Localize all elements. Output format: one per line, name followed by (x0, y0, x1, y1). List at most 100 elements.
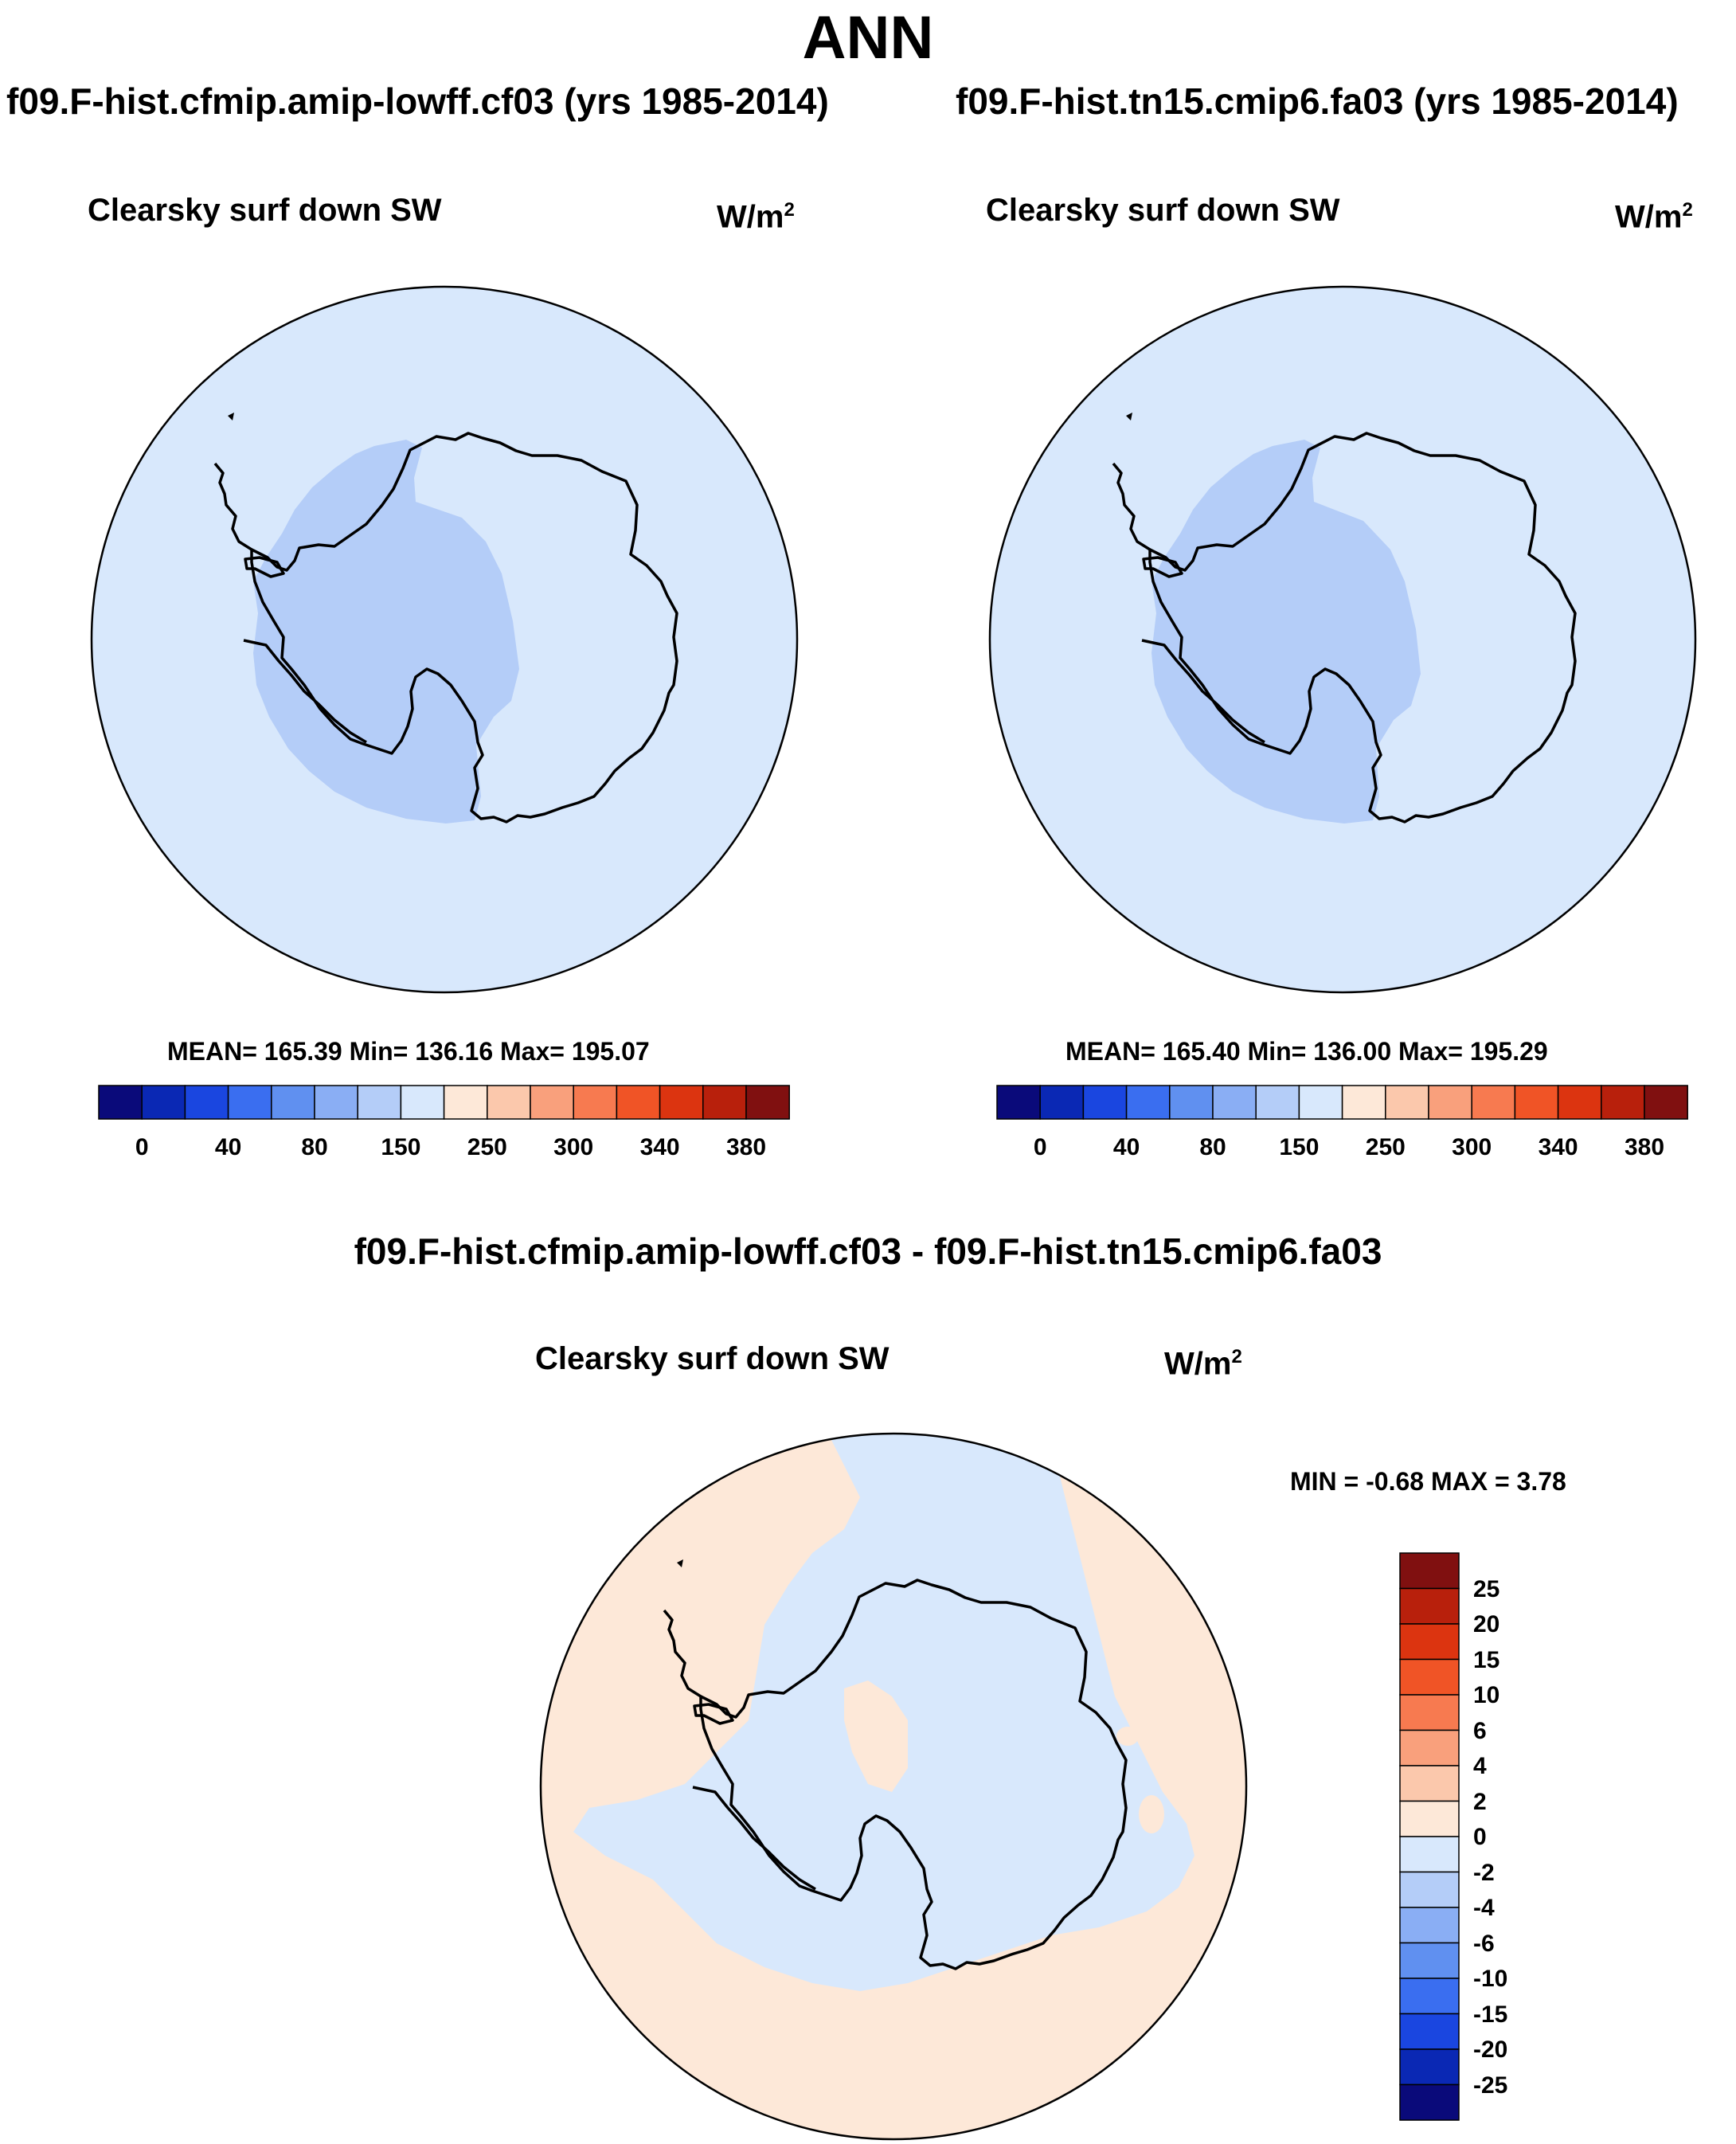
colorbar-box (1169, 1085, 1214, 1120)
colorbar-box (1399, 1800, 1460, 1837)
colorbar-tick-label: 380 (1624, 1134, 1665, 1160)
colorbar-box (745, 1085, 790, 1120)
colorbar-tick-label: 40 (1112, 1134, 1140, 1160)
colorbar-box (1399, 1729, 1460, 1766)
colorbar-tick-label: 2 (1473, 1788, 1487, 1815)
colorbar-box (1399, 1694, 1460, 1731)
colorbar-box (1399, 1978, 1460, 2015)
colorbar-tick-label: 340 (639, 1134, 680, 1160)
colorbar-box (573, 1085, 618, 1120)
colorbar-tick-label: -15 (1473, 2001, 1508, 2028)
colorbar-box (271, 1085, 315, 1120)
colorbar-box (1399, 1623, 1460, 1661)
colorbar-box (1399, 2083, 1460, 2121)
colorbar-box (1399, 1658, 1460, 1696)
colorbar-box (1255, 1085, 1300, 1120)
colorbar-box (314, 1085, 358, 1120)
stats-left: MEAN= 165.39 Min= 136.16 Max= 195.07 (167, 1037, 650, 1066)
colorbar-tick-label: 0 (1033, 1134, 1047, 1160)
colorbar-box (1428, 1085, 1472, 1120)
colorbar-tick-label: 0 (135, 1134, 149, 1160)
colorbar-box (1399, 1907, 1460, 1944)
colorbar-box (659, 1085, 704, 1120)
diff-positive-patch (1139, 1795, 1164, 1833)
colorbar-box (227, 1085, 272, 1120)
colorbar-tick-label: 300 (1452, 1134, 1492, 1160)
colorbar-box (1399, 1836, 1460, 1873)
map-border-right (988, 285, 1697, 994)
colorbar-tick-label: 10 (1473, 1682, 1500, 1708)
colorbar-box (702, 1085, 747, 1120)
diff-positive-patch (844, 1680, 908, 1792)
map-border-diff (539, 1432, 1248, 2141)
colorbar-box (1399, 2013, 1460, 2050)
colorbar-tick-label: 80 (1199, 1134, 1226, 1160)
colorbar-tick-label: 25 (1473, 1575, 1500, 1602)
colorbar-box (996, 1085, 1041, 1120)
colorbar-tick-label: 40 (214, 1134, 242, 1160)
colorbar-box (1385, 1085, 1429, 1120)
island-diff (677, 1559, 683, 1567)
colorbar-tick-label: 340 (1538, 1134, 1578, 1160)
colorbar-left (98, 1085, 790, 1120)
colorbar-box (1298, 1085, 1343, 1120)
colorbar-box (1399, 1871, 1460, 1908)
colorbar-box (141, 1085, 186, 1120)
colorbar-tick-label: 380 (725, 1134, 767, 1160)
colorbar-box (1601, 1085, 1645, 1120)
colorbar-box (1399, 1587, 1460, 1625)
colorbar-box (1212, 1085, 1257, 1120)
units-left: W/m2 (717, 199, 795, 235)
colorbar-box (1082, 1085, 1128, 1120)
colorbar-box (1125, 1085, 1171, 1120)
colorbar-box (400, 1085, 445, 1120)
colorbar-box (357, 1085, 402, 1120)
colorbar-box (1471, 1085, 1516, 1120)
colorbar-box (1399, 2048, 1460, 2086)
low-flux-region-right (1151, 440, 1421, 824)
low-flux-region-left (253, 440, 519, 824)
case-title-right: f09.F-hist.tn15.cmip6.fa03 (yrs 1985-201… (956, 80, 1679, 122)
colorbar-tick-label: 6 (1473, 1717, 1487, 1744)
colorbar-box (1514, 1085, 1559, 1120)
colorbar-tick-label: 20 (1473, 1611, 1500, 1637)
colorbar-tick-label: 150 (381, 1134, 421, 1160)
case-title-left: f09.F-hist.cfmip.amip-lowff.cf03 (yrs 19… (6, 80, 829, 122)
colorbar-box (1399, 1942, 1460, 1979)
colorbar-box (184, 1085, 229, 1120)
colorbar-box (487, 1085, 531, 1120)
map-border-left (90, 285, 799, 994)
colorbar-tick-label: 250 (1365, 1134, 1406, 1160)
stats-right: MEAN= 165.40 Min= 136.00 Max= 195.29 (1065, 1037, 1548, 1066)
colorbar-box (530, 1085, 574, 1120)
units-diff: W/m2 (1164, 1346, 1242, 1382)
colorbar-box (1399, 1765, 1460, 1802)
colorbar-tick-label: 300 (553, 1134, 594, 1160)
colorbar-tick-label: 4 (1473, 1753, 1487, 1779)
colorbar-box (616, 1085, 661, 1120)
units-right: W/m2 (1615, 199, 1693, 235)
diff-title: f09.F-hist.cfmip.amip-lowff.cf03 - f09.F… (354, 1230, 1382, 1272)
colorbar-tick-label: 15 (1473, 1646, 1500, 1673)
map-diff (539, 1432, 1248, 2141)
colorbar-tick-label: 150 (1279, 1134, 1320, 1160)
colorbar-box (1399, 1552, 1460, 1590)
colorbar-tick-label: 0 (1473, 1824, 1487, 1850)
diff-positive-patch (1116, 1727, 1139, 1746)
main-title: ANN (802, 4, 934, 72)
colorbar-tick-label: -2 (1473, 1859, 1495, 1886)
plot-title-left: Clearsky surf down SW (88, 193, 442, 228)
map-right (988, 285, 1697, 994)
colorbar-box (443, 1085, 488, 1120)
colorbar-box (1557, 1085, 1602, 1120)
plot-title-diff: Clearsky surf down SW (535, 1341, 890, 1376)
island-left (228, 413, 234, 421)
island-right (1126, 413, 1132, 421)
colorbar-tick-label: -4 (1473, 1895, 1495, 1921)
colorbar-box (98, 1085, 143, 1120)
map-left (90, 285, 799, 994)
colorbar-right (996, 1085, 1688, 1120)
colorbar-tick-label: -25 (1473, 2072, 1508, 2099)
colorbar-diff (1399, 1552, 1460, 2121)
